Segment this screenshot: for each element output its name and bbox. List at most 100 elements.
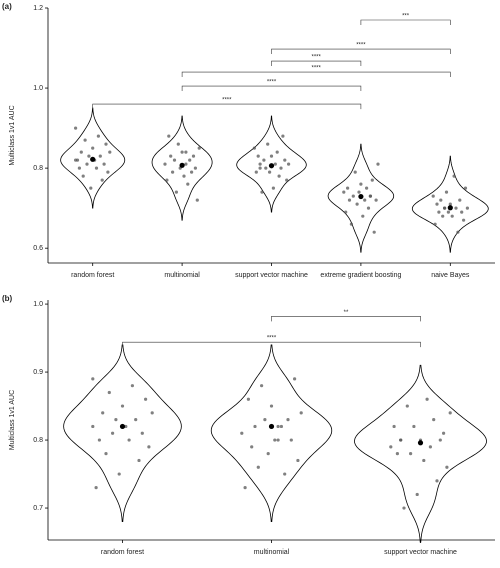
data-point <box>349 222 353 226</box>
violin <box>411 155 489 253</box>
data-point <box>365 186 369 190</box>
data-point <box>269 404 274 408</box>
data-point <box>193 166 197 170</box>
data-point <box>165 178 169 182</box>
y-tick-label: 0.8 <box>33 437 43 444</box>
data-point <box>253 424 257 429</box>
data-point <box>342 190 346 194</box>
data-point <box>79 150 83 154</box>
data-point <box>347 198 352 202</box>
data-point <box>344 210 348 214</box>
data-point <box>111 431 115 435</box>
data-point <box>460 210 464 214</box>
data-point <box>353 170 357 174</box>
data-point <box>359 182 363 186</box>
data-point <box>77 166 81 170</box>
data-point <box>176 142 180 146</box>
data-point <box>117 472 121 476</box>
data-point <box>273 438 277 442</box>
data-point <box>114 418 118 422</box>
data-point <box>134 418 138 422</box>
y-tick-label: 1.2 <box>33 5 43 12</box>
data-point <box>287 162 291 166</box>
data-point <box>286 418 290 422</box>
data-point <box>372 230 376 234</box>
data-point <box>163 162 167 166</box>
data-point <box>269 154 274 158</box>
mean-point <box>90 156 96 162</box>
significance-label: **** <box>312 55 322 61</box>
data-point <box>197 146 201 150</box>
data-point <box>448 411 452 415</box>
mean-point <box>358 193 364 200</box>
mean-point <box>447 205 453 211</box>
mean-point <box>179 162 185 168</box>
data-point <box>266 142 270 146</box>
x-tick-label: random forest <box>71 272 114 279</box>
data-point <box>432 418 436 422</box>
data-point <box>276 438 280 442</box>
data-point <box>409 452 413 456</box>
data-point <box>435 202 439 206</box>
data-point <box>277 174 281 178</box>
data-point <box>243 486 247 490</box>
data-point <box>101 411 105 415</box>
data-point <box>293 377 297 381</box>
data-point <box>402 506 406 510</box>
x-tick-label: support vector machine <box>235 272 308 279</box>
data-point <box>351 194 355 198</box>
data-point <box>281 134 285 138</box>
data-point <box>450 214 454 218</box>
data-point <box>89 186 93 190</box>
significance-label: *** <box>402 14 410 20</box>
data-point <box>260 384 264 388</box>
data-point <box>415 492 419 497</box>
significance-label: **** <box>222 98 232 104</box>
data-point <box>296 458 300 463</box>
data-point <box>102 162 106 166</box>
significance-bracket <box>181 71 451 78</box>
data-point <box>144 397 148 401</box>
data-point <box>94 166 99 170</box>
data-point <box>258 162 262 166</box>
data-point <box>437 210 441 214</box>
data-point <box>256 154 260 158</box>
y-tick-label: 0.7 <box>33 505 43 512</box>
significance-label: **** <box>312 66 322 72</box>
data-point <box>180 150 184 154</box>
data-point <box>283 158 287 162</box>
data-point <box>446 210 450 214</box>
data-point <box>368 194 372 198</box>
data-point <box>283 472 287 476</box>
data-point <box>405 404 409 408</box>
violin <box>151 115 213 221</box>
data-point <box>268 170 272 174</box>
data-point <box>370 178 374 182</box>
data-point <box>167 134 171 138</box>
significance-bracket <box>271 48 451 55</box>
data-point <box>190 170 194 174</box>
significance-bracket <box>181 85 362 92</box>
mean-point <box>268 423 275 430</box>
y-tick-label: 0.9 <box>33 369 43 376</box>
significance-bracket <box>271 316 421 322</box>
data-point <box>389 445 393 449</box>
data-point <box>462 218 466 222</box>
data-point <box>81 174 85 178</box>
data-point <box>454 206 458 210</box>
data-point <box>195 198 199 202</box>
violin <box>236 115 307 213</box>
data-point <box>91 377 95 381</box>
data-point <box>395 452 399 456</box>
x-tick-label: support vector machine <box>384 549 457 556</box>
data-point <box>441 214 445 218</box>
y-tick-label: 1.0 <box>33 301 43 308</box>
data-point <box>263 418 267 422</box>
mean-point <box>119 423 126 430</box>
data-point <box>130 384 134 388</box>
data-point <box>120 404 125 408</box>
y-tick-label: 0.6 <box>33 245 43 252</box>
data-point <box>252 146 256 150</box>
data-point <box>98 154 102 158</box>
data-point <box>448 202 452 206</box>
